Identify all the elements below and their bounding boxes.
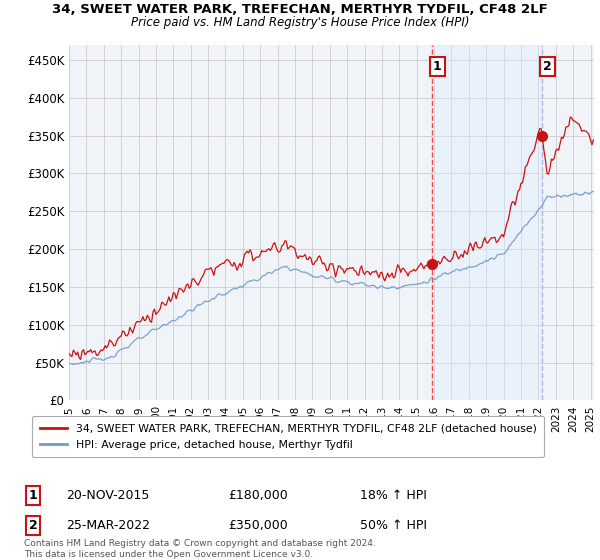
Text: Contains HM Land Registry data © Crown copyright and database right 2024.
This d: Contains HM Land Registry data © Crown c… xyxy=(24,539,376,559)
Legend: 34, SWEET WATER PARK, TREFECHAN, MERTHYR TYDFIL, CF48 2LF (detached house), HPI:: 34, SWEET WATER PARK, TREFECHAN, MERTHYR… xyxy=(32,416,544,458)
Text: £180,000: £180,000 xyxy=(228,489,288,502)
Text: 20-NOV-2015: 20-NOV-2015 xyxy=(66,489,149,502)
Text: 34, SWEET WATER PARK, TREFECHAN, MERTHYR TYDFIL, CF48 2LF: 34, SWEET WATER PARK, TREFECHAN, MERTHYR… xyxy=(52,3,548,16)
Text: £350,000: £350,000 xyxy=(228,519,288,532)
Text: 1: 1 xyxy=(433,59,442,73)
Text: 18% ↑ HPI: 18% ↑ HPI xyxy=(360,489,427,502)
Text: 25-MAR-2022: 25-MAR-2022 xyxy=(66,519,150,532)
Text: 2: 2 xyxy=(543,59,552,73)
Text: Price paid vs. HM Land Registry's House Price Index (HPI): Price paid vs. HM Land Registry's House … xyxy=(131,16,469,29)
Bar xyxy=(432,45,542,400)
Text: 50% ↑ HPI: 50% ↑ HPI xyxy=(360,519,427,532)
Text: 1: 1 xyxy=(29,489,37,502)
Text: 2: 2 xyxy=(29,519,37,532)
